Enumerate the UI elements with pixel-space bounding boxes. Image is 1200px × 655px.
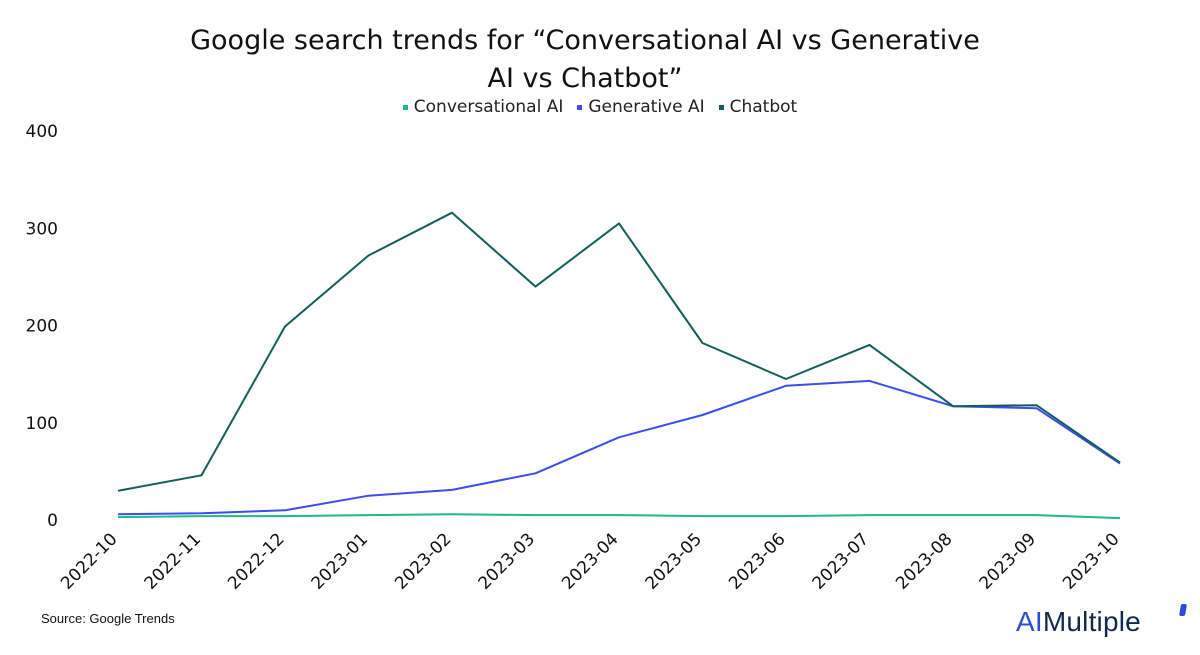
legend-item-conversational-ai: Conversational AI [402, 97, 564, 117]
legend-swatch-chatbot [718, 104, 724, 110]
x-tick-label: 2022-10 [57, 529, 121, 593]
series-line-conversational-ai [117, 513, 1121, 520]
x-tick-label: 2023-02 [391, 529, 455, 593]
x-tick-label: 2022-11 [141, 529, 205, 593]
chart-title: Google search trends for “Conversational… [0, 22, 1170, 98]
x-tick-label: 2023-08 [892, 529, 956, 593]
chart-title-line-2: AI vs Chatbot” [487, 63, 683, 94]
logo-text-multiple: Multiple [1042, 606, 1141, 637]
chart-title-line-1: Google search trends for “Conversational… [190, 25, 980, 56]
legend-item-chatbot: Chatbot [718, 97, 798, 117]
x-tick-label: 2023-10 [1059, 529, 1123, 593]
legend-swatch-generative-ai [577, 104, 583, 110]
x-tick-label: 2023-05 [642, 529, 706, 593]
y-tick-label: 200 [26, 317, 58, 337]
y-tick-label: 300 [26, 219, 58, 239]
legend-item-generative-ai: Generative AI [577, 97, 705, 117]
x-tick-label: 2023-04 [558, 529, 622, 593]
series-line-generative-ai [117, 379, 1121, 516]
chart-legend: Conversational AI Generative AI Chatbot [0, 97, 1200, 117]
legend-label-generative-ai: Generative AI [588, 97, 705, 117]
x-tick-label: 2023-03 [475, 529, 539, 593]
legend-swatch-conversational-ai [402, 104, 408, 110]
x-tick-label: 2023-09 [976, 529, 1040, 593]
legend-label-conversational-ai: Conversational AI [413, 97, 564, 117]
y-tick-label: 0 [47, 511, 58, 531]
y-tick-label: 400 [26, 122, 58, 142]
x-tick-label: 2023-01 [308, 529, 372, 593]
logo-text-ai: AI [1016, 606, 1043, 637]
aimultiple-logo: AIMultiple [1016, 606, 1141, 638]
source-note: Source: Google Trends [41, 611, 175, 626]
legend-label-chatbot: Chatbot [729, 97, 798, 117]
x-tick-label: 2023-07 [809, 529, 873, 593]
y-tick-label: 100 [26, 414, 58, 434]
series-line-chatbot [117, 211, 1121, 492]
x-tick-label: 2022-12 [224, 529, 288, 593]
x-tick-label: 2023-06 [725, 529, 789, 593]
